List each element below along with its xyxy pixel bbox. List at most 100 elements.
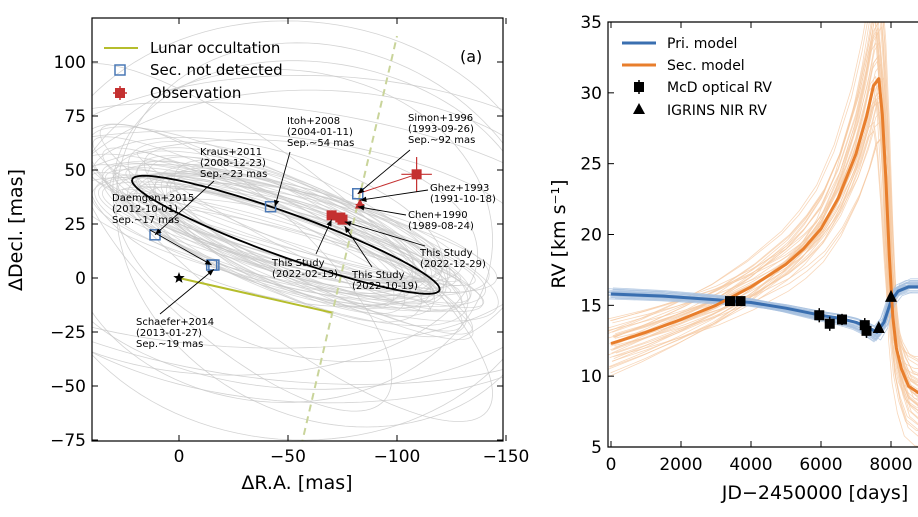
secondary-sample bbox=[612, 41, 918, 386]
annotation-text: Daemgen+2015 bbox=[112, 193, 194, 204]
occultation-line bbox=[178, 277, 332, 314]
mcd-rv-point bbox=[735, 296, 746, 307]
mcd-rv-point bbox=[861, 325, 872, 336]
annotation-text: (2004-01-11) bbox=[287, 127, 353, 138]
annotation-text: Simon+1996 bbox=[408, 113, 473, 124]
orbit-sample bbox=[92, 63, 493, 422]
mcd-rv-point bbox=[837, 314, 847, 325]
x-tick-label: −150 bbox=[483, 447, 530, 467]
panel-b-xlabel: JD−2450000 [days] bbox=[721, 482, 908, 504]
arrow-head-icon bbox=[155, 228, 162, 235]
orbit-sample bbox=[92, 174, 490, 297]
primary-star-icon bbox=[173, 272, 185, 283]
annotation-text: Sep.~17 mas bbox=[112, 215, 179, 226]
y-tick-label: 20 bbox=[580, 226, 602, 246]
observation-marker bbox=[326, 210, 337, 221]
secondary-sample bbox=[611, 22, 918, 420]
panel-b-plot-area bbox=[610, 77, 918, 395]
annotation-text: Ghez+1993 bbox=[430, 183, 489, 194]
annotation: Chen+1990(1989-08-24) bbox=[357, 205, 474, 232]
secondary-sample bbox=[613, 110, 918, 386]
annotation-text: This Study bbox=[271, 258, 325, 269]
y-tick-label: 0 bbox=[75, 269, 86, 289]
orbit-sample bbox=[101, 162, 463, 313]
orbit-sample bbox=[114, 150, 469, 327]
annotation: Ghez+1993(1991-10-18) bbox=[359, 183, 496, 205]
annotation-text: (2013-01-27) bbox=[136, 328, 202, 339]
secondary-sample bbox=[608, 22, 918, 395]
rv-model-samples bbox=[608, 22, 918, 447]
panel-b-legend: Pri. model Sec. model McD optical RV IGR… bbox=[622, 36, 772, 119]
arrow-head-icon bbox=[207, 269, 214, 276]
annotation-text: (2012-10-01) bbox=[112, 204, 178, 215]
annotation-text: This Study bbox=[351, 270, 405, 281]
panel-a: 0 −50 −100 −150 −75 −50 −25 0 25 50 75 100 Itoh+200… bbox=[5, 17, 530, 494]
panel-a-annotations: Itoh+2008(2004-01-11)Sep.~54 mas Simon+19… bbox=[112, 113, 496, 350]
annotation-text: Schaefer+2014 bbox=[136, 317, 214, 328]
mcd-rv-point bbox=[725, 296, 735, 307]
arrow-head-icon bbox=[344, 226, 351, 234]
not-detected-marker bbox=[149, 229, 161, 241]
annotation-text: Itoh+2008 bbox=[287, 116, 340, 127]
legend-mcd-label: McD optical RV bbox=[667, 80, 772, 96]
annotation-arrow bbox=[159, 269, 215, 315]
annotation: Schaefer+2014(2013-01-27)Sep.~19 mas bbox=[136, 269, 215, 350]
annotation-arrow bbox=[357, 206, 407, 216]
panel-b: 0 2000 4000 6000 8000 5 10 15 20 25 30 35 Pri. mode… bbox=[548, 13, 918, 504]
y-tick-label: −75 bbox=[50, 431, 86, 451]
secondary-sample bbox=[613, 80, 918, 382]
annotation-arrow bbox=[149, 229, 212, 266]
orbit-sample bbox=[173, 159, 431, 309]
x-tick-label: 0 bbox=[606, 455, 617, 475]
secondary-sample bbox=[613, 22, 918, 398]
secondary-sample bbox=[614, 22, 918, 398]
orbit-sample bbox=[101, 160, 499, 322]
orbit-sample bbox=[147, 156, 414, 298]
orbit-sample bbox=[136, 151, 432, 312]
x-tick-label: 2000 bbox=[659, 455, 702, 475]
annotation-text: (1991-10-18) bbox=[430, 194, 496, 205]
annotation-text: (2022-02-13) bbox=[272, 269, 338, 280]
orbit-sample bbox=[148, 185, 435, 305]
panel-a-frame bbox=[91, 17, 504, 442]
annotation: Kraus+2011(2008-12-23)Sep.~23 mas bbox=[154, 147, 267, 236]
annotation-text: Sep.~19 mas bbox=[136, 339, 203, 350]
y-tick-label: 30 bbox=[580, 84, 602, 104]
legend-igrins-label: IGRINS NIR RV bbox=[667, 103, 767, 119]
mcd-rv-point bbox=[859, 320, 870, 331]
annotation-arrow bbox=[357, 149, 411, 195]
not-detected-marker bbox=[208, 259, 220, 271]
arrow-head-icon bbox=[326, 219, 332, 227]
secondary-sample bbox=[614, 98, 918, 392]
y-tick-label: 10 bbox=[580, 367, 602, 387]
x-tick-label: 0 bbox=[174, 447, 185, 467]
orbit-sample bbox=[125, 167, 476, 286]
annotation: This Study(2022-02-13) bbox=[271, 219, 338, 280]
y-tick-label: 35 bbox=[580, 13, 602, 33]
orbit-sample bbox=[92, 68, 494, 403]
legend-igrins-swatch bbox=[633, 103, 645, 114]
annotation-text: (2022-12-29) bbox=[420, 259, 486, 270]
occultation-dashed-line bbox=[301, 35, 398, 441]
secondary-sample bbox=[608, 22, 918, 447]
annotation-text: Chen+1990 bbox=[408, 210, 468, 221]
legend-observation-swatch bbox=[113, 86, 127, 100]
y-tick-label: 75 bbox=[64, 107, 86, 127]
not-detected-marker bbox=[264, 200, 277, 213]
annotation-text: Sep.~54 mas bbox=[287, 138, 354, 149]
orbit-sample bbox=[92, 20, 503, 441]
orbit-sample bbox=[136, 155, 435, 317]
annotation: Itoh+2008(2004-01-11)Sep.~54 mas bbox=[274, 116, 354, 207]
not-detected-marker bbox=[352, 188, 364, 200]
y-tick-label: 5 bbox=[591, 438, 602, 458]
annotation-text: This Study bbox=[419, 248, 473, 259]
x-tick-label: 6000 bbox=[799, 455, 842, 475]
orbit-sample bbox=[94, 174, 472, 312]
y-tick-label: 50 bbox=[64, 161, 86, 181]
y-tick-label: −25 bbox=[50, 323, 86, 343]
secondary-sample bbox=[612, 22, 918, 406]
legend-secondary-label: Sec. model bbox=[667, 58, 745, 74]
orbit-sample bbox=[92, 101, 503, 385]
x-tick-label: 4000 bbox=[729, 455, 772, 475]
